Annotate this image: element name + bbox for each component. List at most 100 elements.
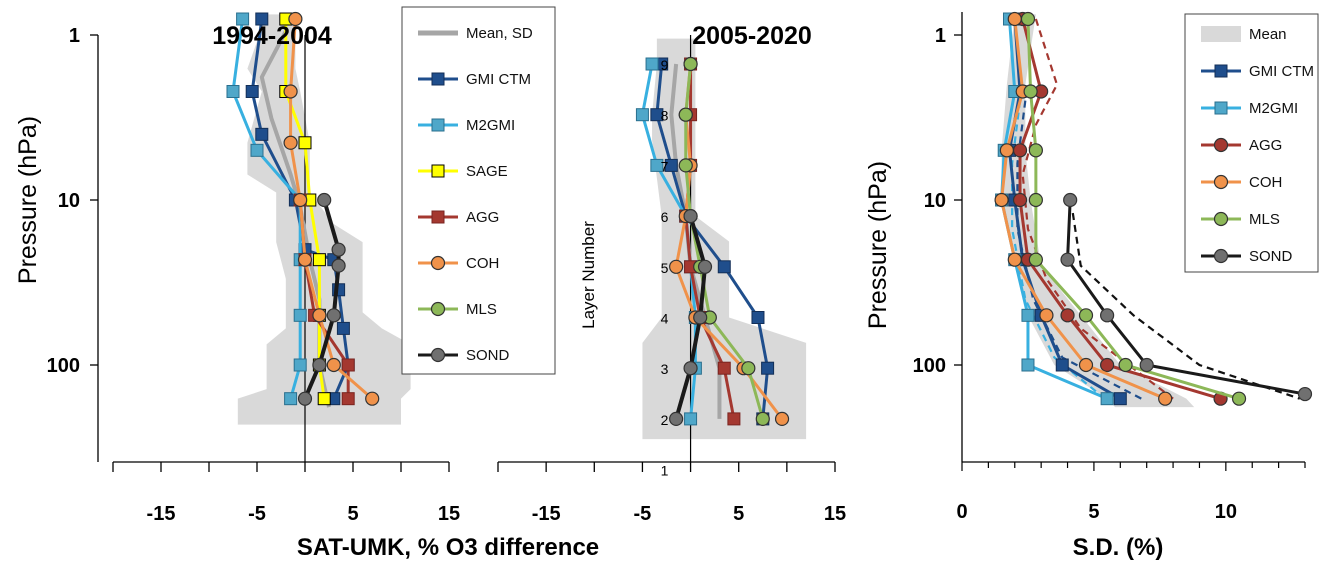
- right-series-sond: [1060, 192, 1313, 402]
- legend2-entry-coh: COH: [1201, 174, 1282, 191]
- left-sd-shading: [237, 14, 411, 425]
- middle-line-gmi-ctm: [655, 63, 770, 420]
- middle-point-m2gmi-0: [645, 57, 659, 71]
- middle-point-coh-7: [774, 411, 790, 426]
- left-point-m2gmi-7: [284, 392, 298, 406]
- right-point-sond-4: [1297, 386, 1313, 402]
- middle-layer-label: 1: [661, 463, 669, 479]
- legend1-label-gmi-ctm: GMI CTM: [466, 71, 531, 88]
- middle-point-mls-2: [678, 158, 693, 173]
- left-point-gmi-ctm-1: [245, 84, 259, 98]
- right-point-m2gmi-5: [1021, 308, 1035, 322]
- legend1-label-sond: SOND: [466, 347, 510, 364]
- left-point-agg-3: [341, 358, 355, 372]
- middle-x-tick-label: 5: [733, 503, 744, 525]
- middle-point-m2gmi-2: [650, 158, 664, 172]
- legend2-swatch-mean: [1201, 26, 1241, 42]
- left-x-axis-title: SAT-UMK, % O3 difference: [297, 534, 599, 561]
- legend2-frame: [1184, 13, 1319, 273]
- right-point-coh-7: [1158, 391, 1173, 406]
- middle-x-tick-label: -5: [634, 503, 652, 525]
- legend1-label-mean-sd: Mean, SD: [466, 25, 533, 42]
- left-point-sond-2: [331, 258, 346, 273]
- middle-point-gmi-ctm-2: [664, 158, 678, 172]
- middle-line-mls: [684, 63, 765, 420]
- legend1-entry-mean-sd: Mean, SD: [418, 25, 533, 42]
- left-point-m2gmi-0: [236, 12, 250, 26]
- right-point-mls-3: [1028, 192, 1043, 208]
- left-y-tick-label: 100: [47, 355, 80, 377]
- right-point-sond-3: [1139, 357, 1154, 373]
- left-point-coh-6: [326, 357, 341, 373]
- right-point-coh-4: [1007, 252, 1022, 267]
- middle-point-coh-4: [669, 259, 684, 274]
- right-point-gmi-ctm-6: [1055, 358, 1069, 372]
- legend2-label-mls: MLS: [1249, 211, 1280, 228]
- middle-layer-label: 2: [661, 412, 669, 428]
- right-dashed-line-3: [1071, 212, 1301, 400]
- right-x-tick-label: 10: [1215, 501, 1237, 523]
- middle-point-sond-4: [669, 411, 684, 426]
- middle-point-sond-2: [693, 310, 708, 325]
- right-mean-shading: [1001, 14, 1195, 408]
- left-point-m2gmi-6: [293, 358, 307, 372]
- legend1-marker-agg: [431, 210, 445, 224]
- right-series-coh: [994, 11, 1173, 406]
- left-point-sond-1: [331, 242, 346, 257]
- legend2-marker-agg: [1213, 137, 1229, 153]
- right-point-coh-2: [999, 143, 1014, 158]
- right-x-axis-title: S.D. (%): [1073, 534, 1164, 561]
- legend2-label-sond: SOND: [1249, 248, 1293, 265]
- left-point-gmi-ctm-2: [255, 127, 269, 141]
- legend2-marker-gmi-ctm: [1214, 64, 1228, 78]
- legend2-entry-m2gmi: M2GMI: [1201, 100, 1298, 117]
- right-y-tick-label: 1: [935, 25, 946, 47]
- legend1-entry-coh: COH: [418, 255, 499, 272]
- left-series-sond: [297, 192, 346, 406]
- right-x-tick-label: 0: [956, 501, 967, 523]
- legend1-marker-coh: [430, 255, 446, 271]
- left-y-tick-label: 1: [69, 25, 80, 47]
- legend1-entry-m2gmi: M2GMI: [418, 117, 515, 134]
- middle-line-agg: [684, 64, 736, 420]
- legend2-label-coh: COH: [1249, 174, 1282, 191]
- middle-point-mls-7: [755, 411, 770, 426]
- legend1-marker-m2gmi: [431, 118, 445, 132]
- right-point-mls-5: [1078, 308, 1094, 323]
- right-point-coh-5: [1039, 308, 1054, 323]
- legend1-marker-sond: [430, 347, 446, 363]
- right-y-axis-title: Pressure (hPa): [864, 161, 892, 329]
- left-x-tick-label: 15: [438, 503, 460, 525]
- left-point-m2gmi-2: [250, 143, 264, 157]
- left-point-coh-0: [288, 11, 303, 27]
- left-point-sond-4: [312, 357, 327, 373]
- legend1-label-sage: SAGE: [466, 163, 508, 180]
- left-y-tick-label: 10: [58, 190, 80, 212]
- left-line-coh: [289, 18, 374, 400]
- right-point-agg-5: [1060, 308, 1075, 323]
- legend2-marker-coh: [1213, 174, 1229, 190]
- left-x-tick-label: 5: [347, 503, 358, 525]
- left-point-sond-0: [317, 192, 332, 208]
- right-point-m2gmi-7: [1100, 392, 1114, 406]
- right-point-m2gmi-6: [1021, 358, 1035, 372]
- middle-layer-label: 9: [661, 57, 669, 73]
- left-line-m2gmi: [231, 18, 302, 400]
- legend1-entry-gmi-ctm: GMI CTM: [418, 71, 531, 88]
- middle-point-agg-6: [717, 361, 731, 375]
- panel-1994-2004: 1 10 100 Pressure (hPa) -15 -5 5 15 1994-2004: [14, 11, 460, 525]
- middle-layer-label: 8: [661, 108, 669, 124]
- middle-point-sond-1: [697, 259, 713, 274]
- left-line-sage: [284, 19, 326, 399]
- middle-y-axis-title: Layer Number: [579, 221, 598, 329]
- left-point-coh-5: [312, 308, 327, 323]
- legend1-marker-gmi-ctm: [431, 72, 445, 86]
- legend1-label-agg: AGG: [466, 209, 499, 226]
- right-point-agg-3: [1012, 192, 1028, 208]
- right-point-sond-0: [1063, 192, 1078, 208]
- right-line-gmi-ctm: [1007, 18, 1122, 400]
- legend2-label-agg: AGG: [1249, 137, 1282, 154]
- left-x-tick-label: -15: [147, 503, 176, 525]
- middle-point-mls-1: [678, 107, 693, 122]
